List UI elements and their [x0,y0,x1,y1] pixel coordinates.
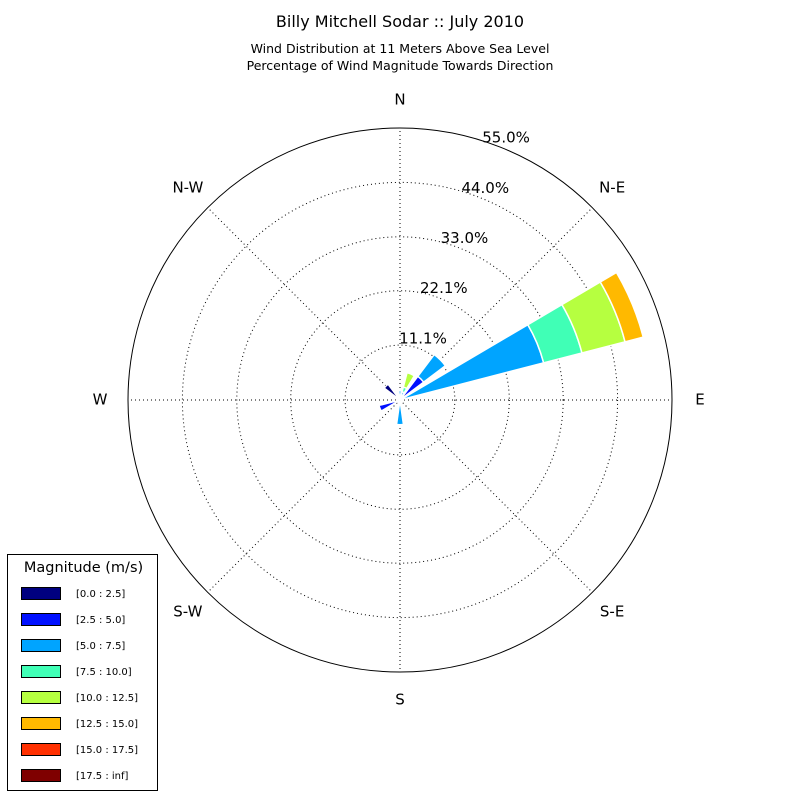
legend-swatch [21,587,61,600]
legend-title: Magnitude (m/s) [23,560,144,576]
legend-swatch [21,717,61,730]
direction-label: N [394,91,405,109]
direction-label: W [93,391,108,409]
radial-tick-label: 22.1% [420,279,468,297]
radial-ring [127,127,673,673]
radial-ring [344,344,456,456]
wind-bar [378,400,398,413]
radial-gridline [399,207,593,401]
wind-bar [397,395,401,401]
radial-ring [236,236,564,564]
legend-swatch [21,613,61,626]
radial-tick-label: 11.1% [399,329,447,347]
chart-subtitle-line-1: Wind Distribution at 11 Meters Above Sea… [250,41,550,56]
direction-label: N-W [172,178,203,196]
legend-label: [0.0 : 2.5] [76,589,126,600]
legend-label: [15.0 : 17.5] [76,745,139,756]
radial-ring [290,290,510,510]
radial-tick-label: 44.0% [461,179,509,197]
wind-bar [383,383,401,401]
direction-label: S-W [173,603,202,621]
radial-tick-label: 55.0% [482,129,530,147]
legend-label: [10.0 : 12.5] [76,693,139,704]
wind-bar [402,371,416,390]
legend-label: [5.0 : 7.5] [76,641,126,652]
axis-labels: N N-E E S-E S S-W W N-W 11.1% 22.1% 33.0% 44.0% 55.0… [93,91,705,709]
radial-gridline [207,207,401,401]
legend-swatch [21,691,61,704]
chart-subtitle-line-2: Percentage of Wind Magnitude Towards Dir… [246,58,554,73]
direction-label: E [695,391,704,409]
radial-ring [181,181,619,619]
wind-bar [599,271,645,343]
radial-tick-label: 33.0% [441,229,489,247]
direction-label: N-E [599,178,625,196]
legend-label: [12.5 : 15.0] [76,719,139,730]
radial-gridline [207,399,401,593]
radial-gridline [399,399,593,593]
legend-swatch [21,743,61,756]
polar-grid [127,127,673,673]
legend-swatch [21,639,61,652]
wind-bar [395,399,405,426]
legend-label: [17.5 : inf] [76,771,129,782]
legend: Magnitude (m/s) [0.0 : 2.5] [2.5 : 5.0] [5… [7,554,158,791]
direction-label: S-E [600,603,624,621]
legend-label: [7.5 : 10.0] [76,667,132,678]
legend-label: [2.5 : 5.0] [76,615,126,626]
wind-bar [416,353,447,384]
legend-swatch [21,769,61,782]
chart-title: Billy Mitchell Sodar :: July 2010 [275,12,525,31]
wind-sectors [378,271,645,426]
direction-label: S [395,691,405,709]
legend-swatch [21,665,61,678]
